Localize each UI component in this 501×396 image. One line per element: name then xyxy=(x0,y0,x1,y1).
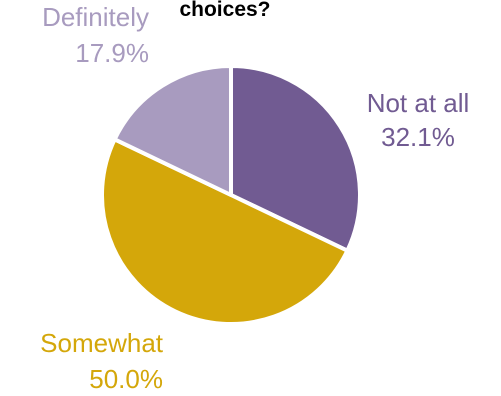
pie-slice-not-at-all xyxy=(229,64,362,253)
pie-slices xyxy=(100,64,362,326)
slice-label-not-at-all: Not at all xyxy=(367,88,470,118)
slice-value-not-at-all: 32.1% xyxy=(381,122,455,152)
chart-title: choices? xyxy=(179,0,270,21)
pie-slice-definitely xyxy=(112,64,233,197)
slice-label-somewhat: Somewhat xyxy=(40,328,164,358)
slice-value-somewhat: 50.0% xyxy=(89,364,163,394)
pie-slice-somewhat xyxy=(100,137,350,326)
slice-label-definitely: Definitely xyxy=(42,2,149,32)
slice-value-definitely: 17.9% xyxy=(75,38,149,68)
pie-labels: Not at all 32.1% Somewhat 50.0% Definitely 17… xyxy=(40,2,469,394)
